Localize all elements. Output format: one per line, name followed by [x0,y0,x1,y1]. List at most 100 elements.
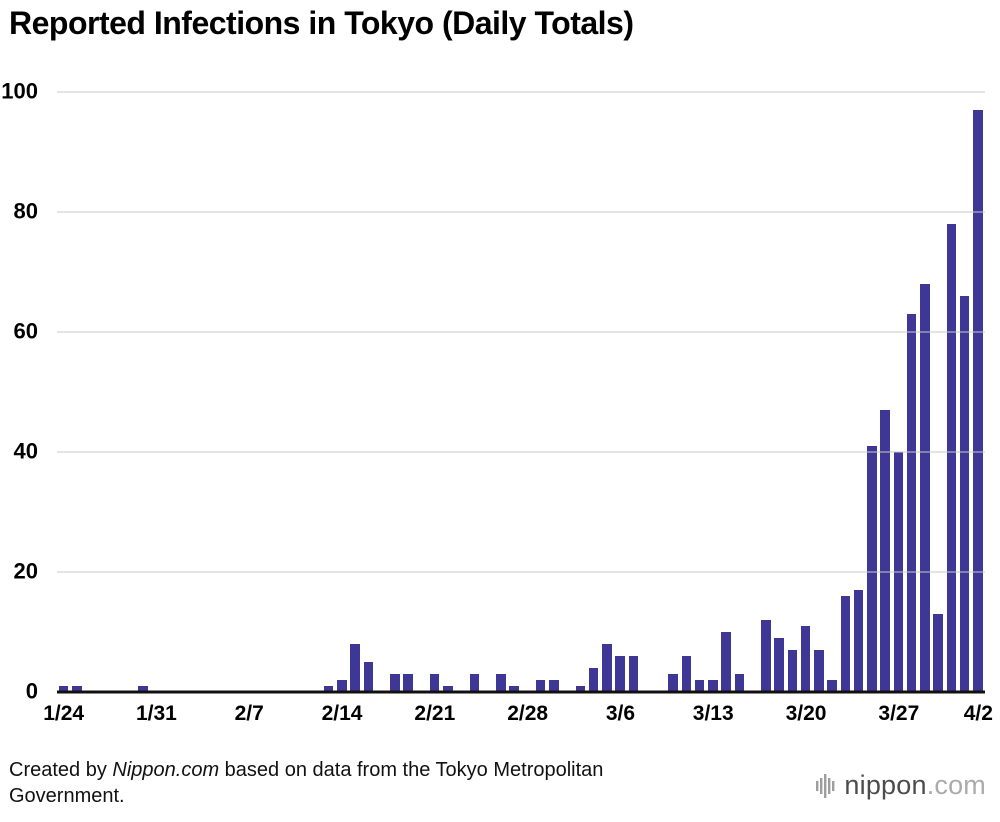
bar-1/30 [138,686,148,692]
bar-slot [150,92,163,692]
x-axis-label: 1/31 [135,702,177,725]
bar-3/11 [681,656,691,692]
bar-slot [137,92,150,692]
bar-slot [852,92,865,692]
bar-3/15 [734,674,744,692]
bar-slot [879,92,892,692]
bar-slot [786,92,799,692]
bar-slot [415,92,428,692]
bar-3/28 [906,314,917,692]
bar-slot [667,92,680,692]
bar-slot [97,92,110,692]
bar-slot [865,92,878,692]
gridline [57,331,985,333]
chart-title: Reported Infections in Tokyo (Daily Tota… [9,5,634,41]
bar-2/22 [443,686,453,692]
y-axis-label: 40 [13,438,38,464]
x-axis-label: 3/13 [692,702,734,725]
y-axis-labels: 0 20 40 60 80 100 [0,78,47,703]
bar-3/25 [867,446,877,692]
bar-slot [799,92,812,692]
gridline [57,91,985,93]
bar-3/26 [880,410,890,692]
bar-4/2 [973,110,983,692]
bar-slot [402,92,415,692]
bar-slot [216,92,229,692]
x-axis-label: 3/20 [785,702,827,725]
gridline [57,451,985,453]
credit-prefix: Created by [9,759,113,781]
logo-text-suffix: .com [926,770,986,800]
bar-3/5 [602,644,612,692]
bar-3/21 [814,650,824,692]
bar-slot [521,92,534,692]
bar-2/18 [390,674,400,692]
bar-slot [918,92,931,692]
bar-2/16 [363,662,373,692]
bar-slot [243,92,256,692]
bar-slot [388,92,401,692]
bar-3/24 [853,590,864,692]
bar-slot [534,92,547,692]
y-axis-label: 0 [25,678,38,704]
bar-3/18 [774,638,784,692]
plot-area [57,91,985,694]
bar-slot [269,92,282,692]
bar-2/21 [429,674,440,692]
bar-3/10 [668,674,678,692]
x-axis-label: 2/21 [414,702,456,725]
bar-2/14 [337,680,347,692]
x-axis-label: 4/2 [963,702,993,725]
bar-slot [958,92,971,692]
bar-slot [547,92,560,692]
bar-slot [229,92,242,692]
credit-suffix: based on data from the Tokyo Metropolita… [9,759,604,807]
bar-3/6 [615,656,625,692]
bar-2/27 [509,686,519,692]
bar-slot [561,92,574,692]
bar-slot [759,92,772,692]
bar-slot [971,92,984,692]
bar-slot [640,92,653,692]
bar-slot [70,92,83,692]
bar-slot [441,92,454,692]
bar-slot [256,92,269,692]
bar-3/4 [588,668,599,692]
bar-2/29 [535,680,546,692]
bar-slot [190,92,203,692]
bar-slot [110,92,123,692]
bar-slot [309,92,322,692]
bar-slot [375,92,388,692]
bar-slot [508,92,521,692]
bar-slot [362,92,375,692]
bar-3/19 [787,650,797,692]
bar-slot [203,92,216,692]
bar-slot [614,92,627,692]
bar-slot [653,92,666,692]
nippon-logo: nippon .com [816,770,986,801]
bar-slot [494,92,507,692]
bar-3/23 [840,596,850,692]
y-axis-label: 20 [13,558,38,584]
y-axis-label: 80 [13,198,38,224]
bar-slot [84,92,97,692]
bar-slot [627,92,640,692]
bar-slot [163,92,176,692]
x-axis-label: 3/27 [878,702,920,725]
bar-slot [335,92,348,692]
bar-slot [773,92,786,692]
bar-slot [468,92,481,692]
bar-3/13 [708,680,718,692]
bar-slot [574,92,587,692]
bar-slot [706,92,719,692]
bar-slot [905,92,918,692]
bar-slot [455,92,468,692]
logo-text-main: nippon [844,770,927,800]
x-axis-label: 2/7 [234,702,264,725]
bar-slot [693,92,706,692]
vertical-bars-icon [816,773,835,798]
bar-3/1 [549,680,559,692]
bar-1/24 [58,686,69,692]
bar-slot [826,92,839,692]
